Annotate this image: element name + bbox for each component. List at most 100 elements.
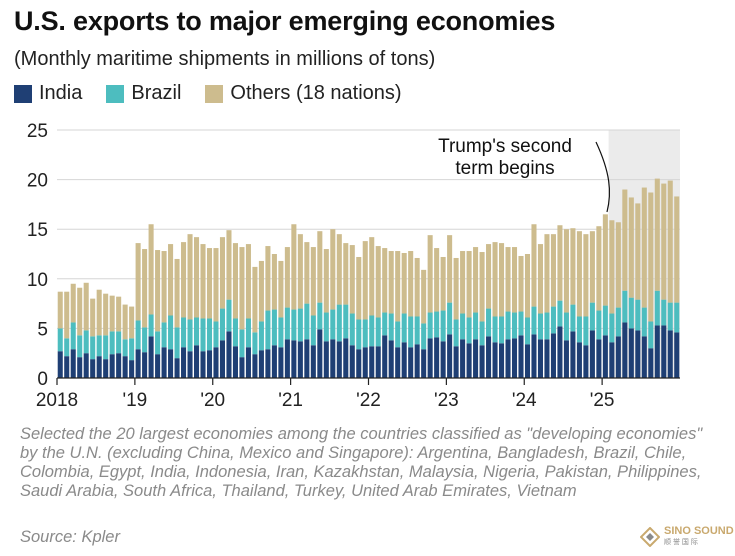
bar-segment-brazil [408,316,414,348]
bar-segment-india [343,338,349,378]
bar-segment-india [544,339,550,378]
bar-segment-brazil [622,290,628,323]
bar-segment-india [570,331,576,378]
bar-segment-brazil [148,314,154,337]
bar-segment-brazil [206,318,213,351]
bar-segment-brazil [129,338,135,361]
bar-segment-others [148,224,154,315]
logo-subtext: 顺 誉 国 际 [664,539,698,546]
bar-segment-india [602,335,608,378]
bar-segment-brazil [64,338,70,357]
bar-segment-india [142,352,148,378]
bar-segment-india [505,339,511,378]
bar-segment-brazil [427,312,433,339]
bar-segment-others [628,197,634,298]
bar-segment-brazil [90,336,96,360]
bar-segment-india [466,343,472,378]
y-tick-label: 10 [27,270,48,291]
bar-segment-india [194,345,200,378]
bar-segment-others [330,229,336,310]
bar-segment-brazil [187,319,193,352]
bar-segment-india [310,345,316,378]
bar-segment-others [453,257,459,320]
bar-segment-others [505,247,511,312]
bar-segment-others [408,251,414,317]
bar-segment-others [116,296,122,332]
bar-segment-india [148,336,154,378]
bar-segment-others [129,306,135,339]
bar-segment-brazil [388,313,394,341]
bar-segment-others [336,234,342,305]
legend-item-india: India [14,82,82,105]
bar-segment-brazil [369,315,375,347]
bar-segment-brazil [96,335,102,357]
bar-segment-brazil [635,299,641,331]
bar-segment-india [90,359,96,378]
bar-segment-india [116,353,122,378]
bar-segment-others [492,242,498,317]
bar-segment-india [473,339,479,378]
bar-segment-others [375,246,381,318]
bar-segment-india [674,332,680,378]
bar-segment-brazil [271,309,277,346]
bar-segment-brazil [57,328,63,352]
bar-segment-others [265,246,271,311]
bar-segment-india [155,354,161,378]
bar-segment-india [479,345,485,378]
x-tick-label: '25 [590,390,615,411]
bar-segment-brazil [245,318,251,348]
bar-segment-brazil [395,321,401,348]
bar-segment-others [77,287,83,336]
bar-segment-others [499,243,505,317]
x-tick-label: 2018 [36,390,78,411]
bar-segment-others [648,192,654,322]
bar-segment-brazil [330,309,336,340]
bar-segment-others [356,256,362,320]
bar-segment-others [70,283,76,323]
bar-segment-brazil [226,299,232,332]
bar-segment-india [77,357,83,378]
bar-segment-india [628,328,634,378]
bar-segment-brazil [258,321,264,351]
bar-segment-india [589,330,595,378]
bar-segment-brazil [213,321,219,348]
bar-segment-brazil [155,331,161,355]
bar-segment-others [576,231,582,317]
legend-swatch-brazil [106,84,125,103]
bar-segment-india [330,339,336,378]
chart-legend: India Brazil Others (18 nations) [14,82,426,105]
bar-segment-india [622,322,628,378]
bar-segment-brazil [667,302,673,331]
bar-segment-brazil [414,316,420,345]
bar-segment-india [576,342,582,378]
bar-segment-brazil [219,308,226,341]
bar-segment-brazil [499,316,505,344]
bar-segment-brazil [168,315,174,350]
bar-segment-others [654,178,660,291]
bar-segment-others [369,237,375,316]
bar-segment-india [434,337,440,378]
bar-segment-india [563,340,569,378]
bar-segment-others [109,295,115,332]
bar-segment-india [245,347,251,378]
bar-segment-others [142,249,148,328]
bar-segment-india [369,346,375,378]
bar-segment-others [83,282,89,331]
bar-segment-india [64,356,70,378]
bar-segment-india [129,360,135,378]
bar-segment-others [181,242,187,318]
bar-segment-brazil [336,304,342,342]
methodology-note: Selected the 20 largest economies among … [20,425,703,500]
bar-segment-india [499,343,505,378]
bar-segment-others [524,254,531,318]
brand-logo: SINO SOUND 顺 誉 国 际 [640,526,734,547]
bar-segment-others [434,248,440,312]
bar-segment-others [168,244,174,316]
bar-segment-brazil [200,318,206,352]
bar-segment-india [440,341,446,378]
chart-title: U.S. exports to major emerging economies [14,6,556,36]
bar-segment-india [557,326,563,378]
bar-segment-india [232,346,238,378]
bar-segment-others [609,220,615,314]
bar-segment-india [447,334,453,378]
